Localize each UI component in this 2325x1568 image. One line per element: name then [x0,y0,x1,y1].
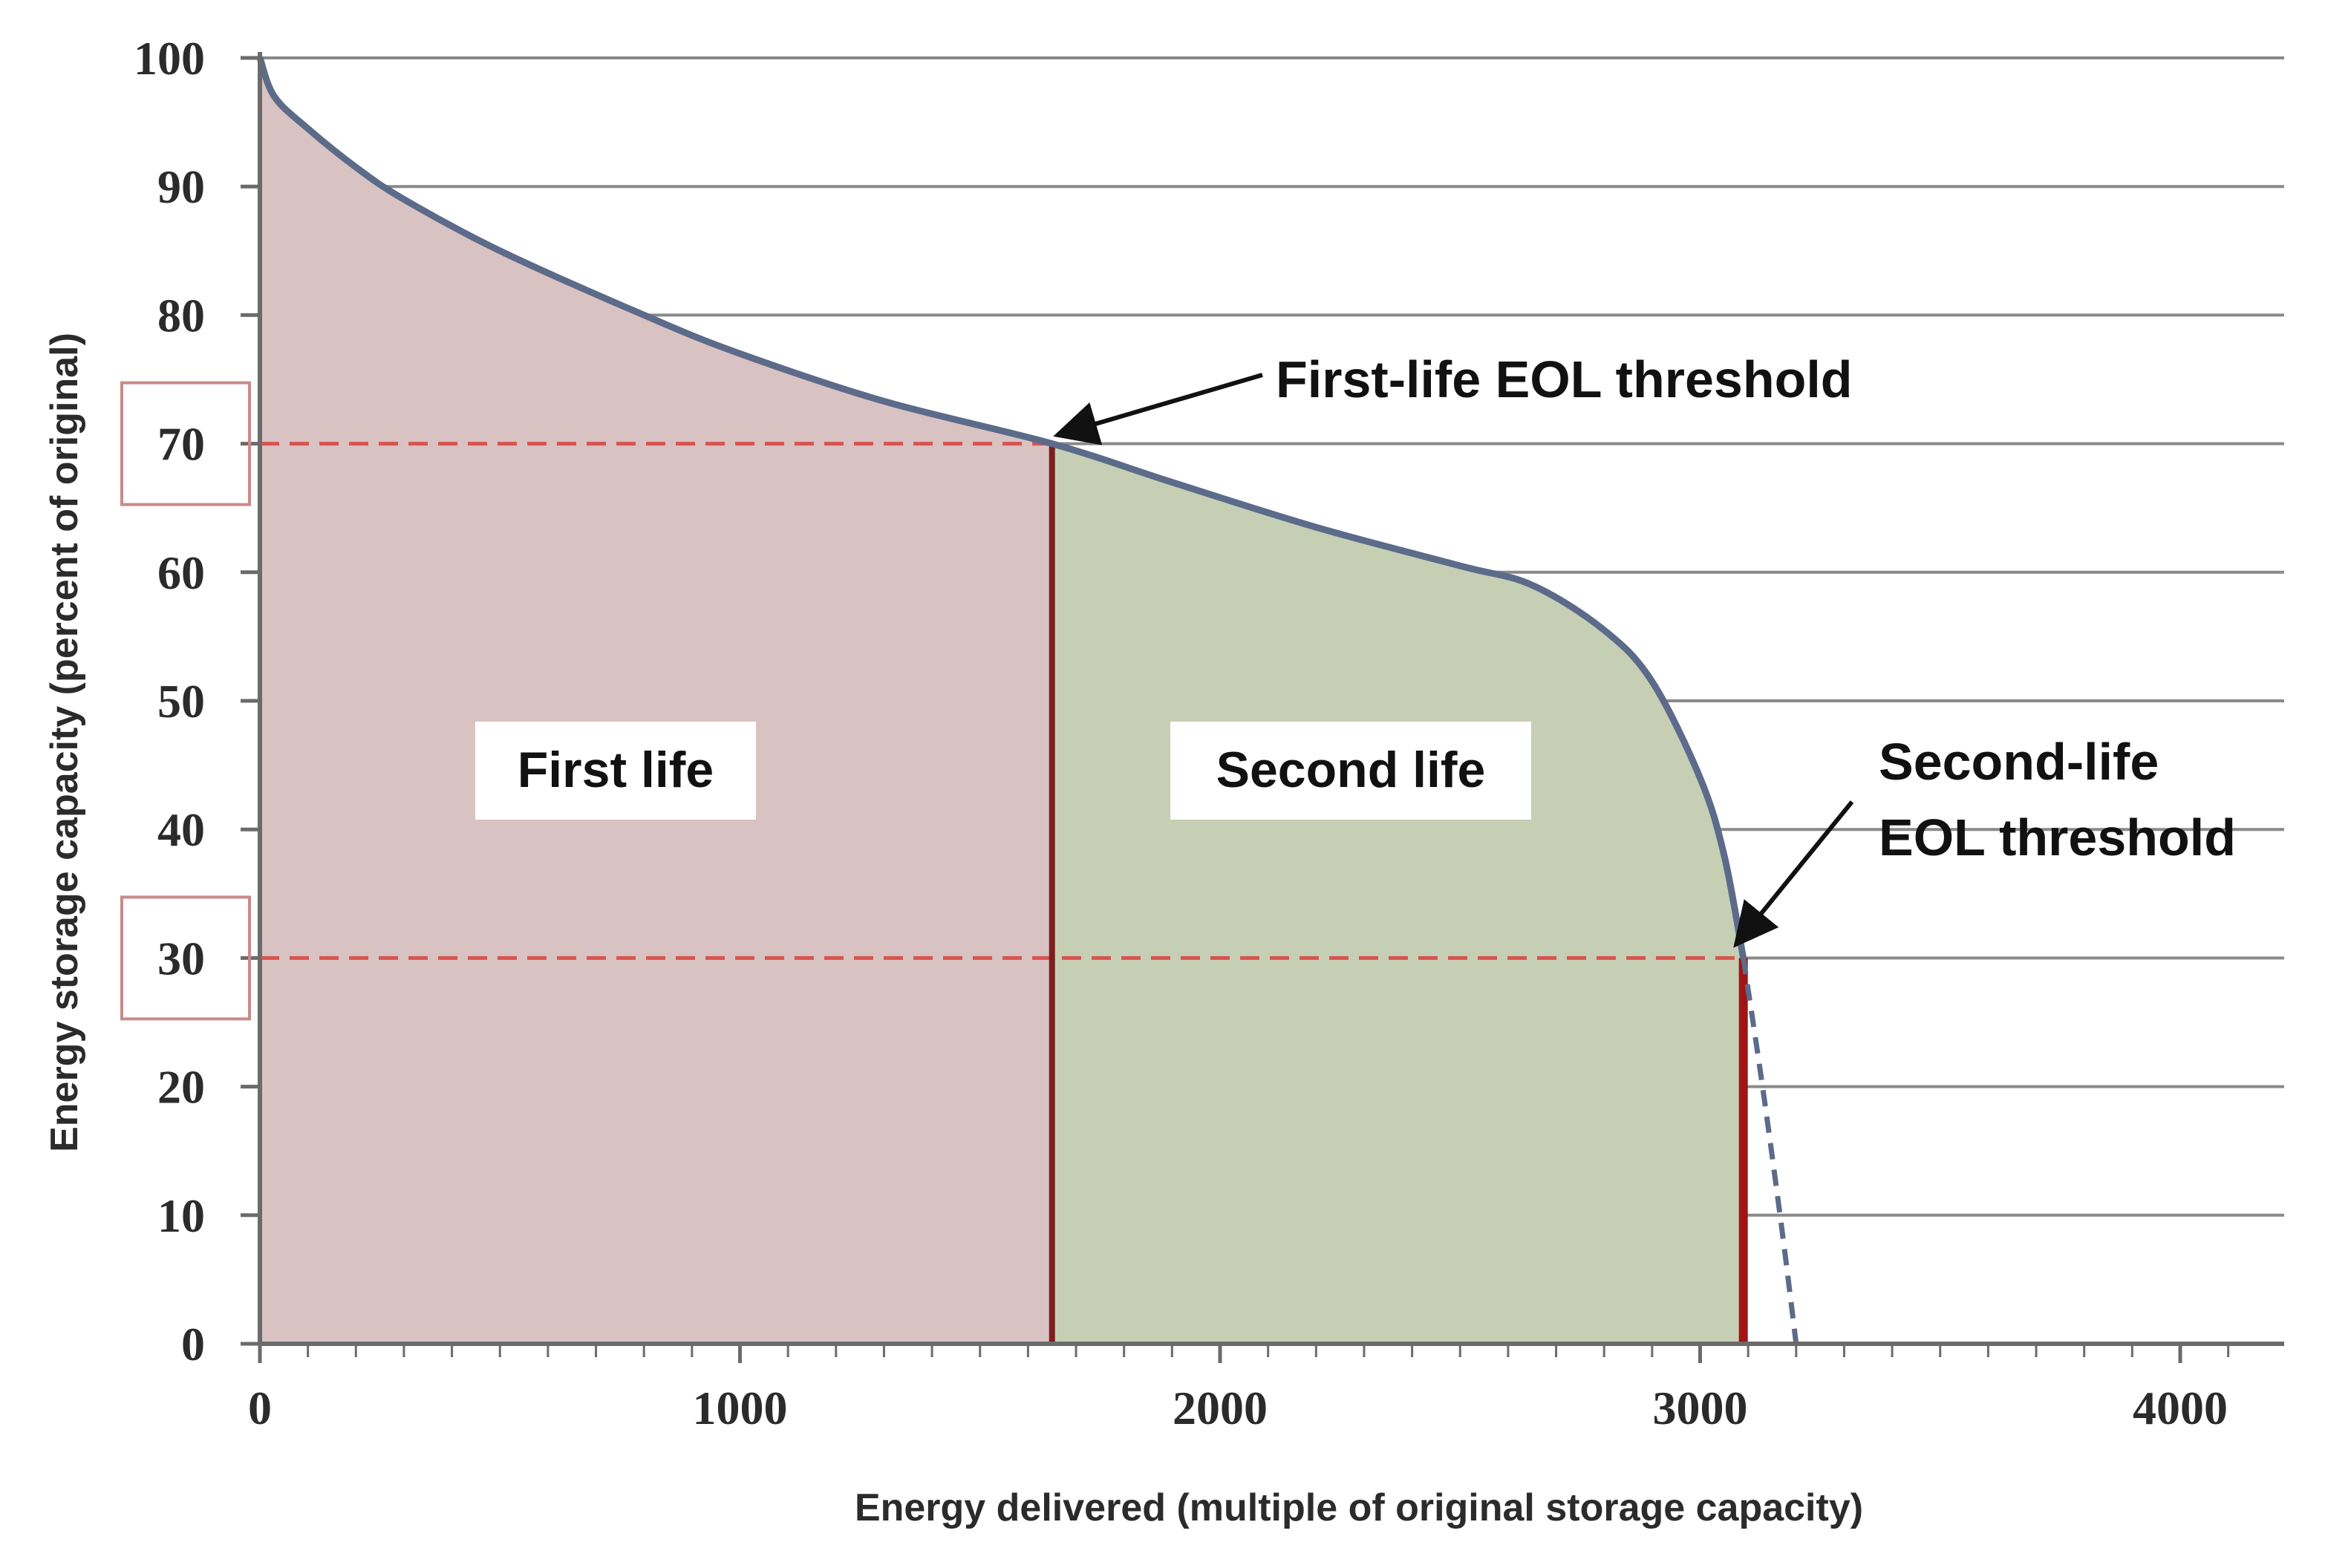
x-axis-title: Energy delivered (multiple of original s… [855,1486,1863,1529]
y-tick-label-0: 0 [181,1318,205,1371]
first-life-label-box [475,722,756,820]
x-tick-label-4000: 4000 [2133,1382,2228,1434]
y-tick-label-40: 40 [157,803,205,856]
y-tick-highlight-box-30 [120,895,251,1021]
region-second-life [1051,443,1744,1344]
y-tick-label-80: 80 [157,289,205,342]
y-axis-title: Energy storage capacity (percent of orig… [43,333,86,1152]
threshold-lines [260,442,1748,1344]
x-tick-label-0: 0 [248,1382,272,1434]
second-life-label: Second life [1216,742,1486,798]
capacity-curve [256,56,1747,959]
second-life-eol-annotation-line2: EOL threshold [1879,808,2236,866]
region-first-life [260,58,1052,1344]
x-tick-label-3000: 3000 [1653,1382,1748,1434]
second-life-label-box [1170,722,1531,820]
y-tick-label-50: 50 [157,675,205,728]
second-life-eol-annotation-line1: Second-life [1879,733,2159,791]
x-tick-label-2000: 2000 [1173,1382,1268,1434]
x-tick-label-1000: 1000 [693,1382,788,1434]
y-tick-label-10: 10 [157,1189,205,1242]
y-tick-highlight-box-70 [120,381,251,506]
y-tick-labels: 0 10 20 30 40 50 60 70 80 90 100 [120,32,251,1371]
curves [256,56,1799,1345]
x-tick-labels: 0 1000 2000 3000 4000 [248,1382,2228,1434]
y-tick-label-20: 20 [157,1061,205,1114]
y-tick-label-30: 30 [157,932,205,984]
y-tick-label-100: 100 [134,32,205,85]
second-life-eol-arrow [1733,800,1854,948]
first-life-eol-annotation: First-life EOL threshold [1276,350,1853,408]
y-tick-label-60: 60 [157,546,205,599]
first-life-eol-arrow [1053,373,1263,445]
extrapolation-curve [1741,957,1799,1345]
axes [241,52,2284,1363]
y-tick-label-90: 90 [157,160,205,213]
regions [260,58,1744,1344]
y-tick-label-70: 70 [157,418,205,471]
first-life-label: First life [518,742,714,798]
